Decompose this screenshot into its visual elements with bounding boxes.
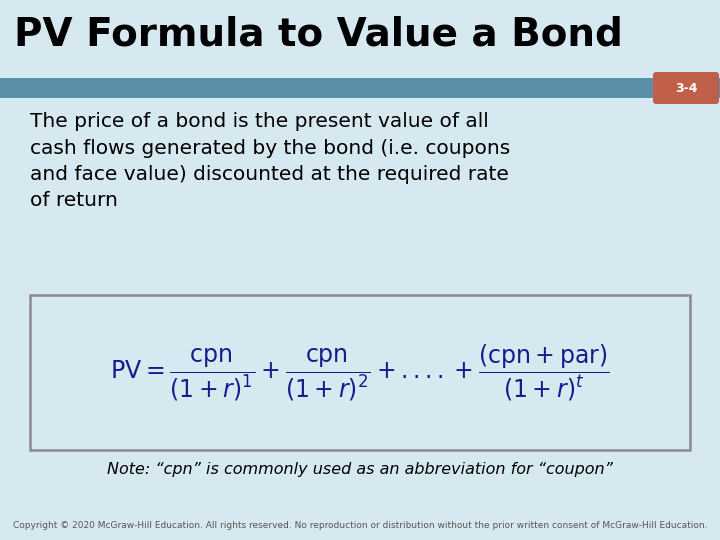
FancyBboxPatch shape [30, 295, 690, 450]
Text: Note: “cpn” is commonly used as an abbreviation for “coupon”: Note: “cpn” is commonly used as an abbre… [107, 462, 613, 477]
Bar [0, 78, 720, 98]
FancyBboxPatch shape [653, 72, 719, 104]
Text: Copyright © 2020 McGraw-Hill Education. All rights reserved. No reproduction or : Copyright © 2020 McGraw-Hill Education. … [13, 521, 707, 530]
Text: 3-4: 3-4 [675, 82, 697, 94]
Text: $\mathregular{PV} = \dfrac{\mathregular{cpn}}{(1+r)^{1}} + \dfrac{\mathregular{c: $\mathregular{PV} = \dfrac{\mathregular{… [110, 342, 610, 403]
Text: The price of a bond is the present value of all
cash flows generated by the bond: The price of a bond is the present value… [30, 112, 510, 211]
Text: PV Formula to Value a Bond: PV Formula to Value a Bond [14, 15, 623, 53]
